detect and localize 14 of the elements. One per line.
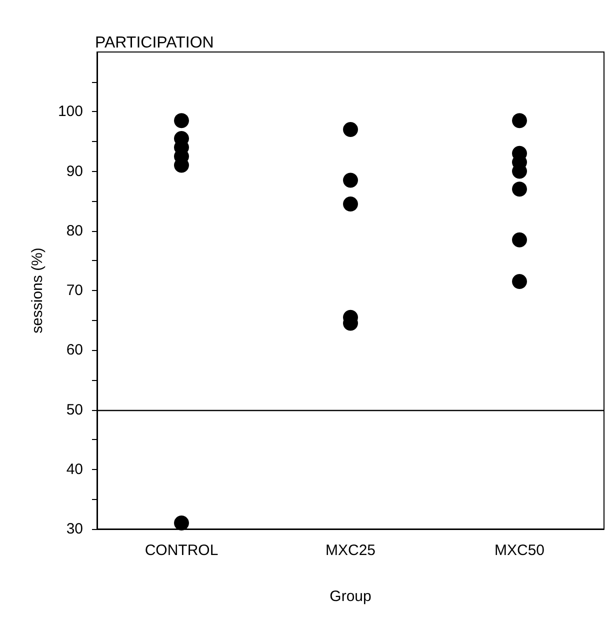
x-tick-label: CONTROL bbox=[144, 542, 218, 559]
chart-title: PARTICIPATION bbox=[95, 34, 214, 52]
x-axis-title: Group bbox=[330, 588, 372, 605]
y-tick-label: 90 bbox=[66, 162, 83, 180]
y-tick-label: 80 bbox=[66, 222, 83, 240]
x-tick-label: MXC50 bbox=[494, 542, 545, 559]
y-axis-title: sessions (%) bbox=[29, 248, 46, 334]
y-tick-label: 70 bbox=[66, 282, 83, 299]
y-tick-label: 100 bbox=[58, 103, 83, 120]
y-tick-label: 30 bbox=[66, 520, 83, 538]
y-tick-label: 60 bbox=[66, 342, 83, 359]
y-tick-label: 40 bbox=[66, 460, 83, 478]
y-tick-label: 50 bbox=[66, 401, 83, 418]
x-tick-label: MXC25 bbox=[325, 542, 376, 559]
